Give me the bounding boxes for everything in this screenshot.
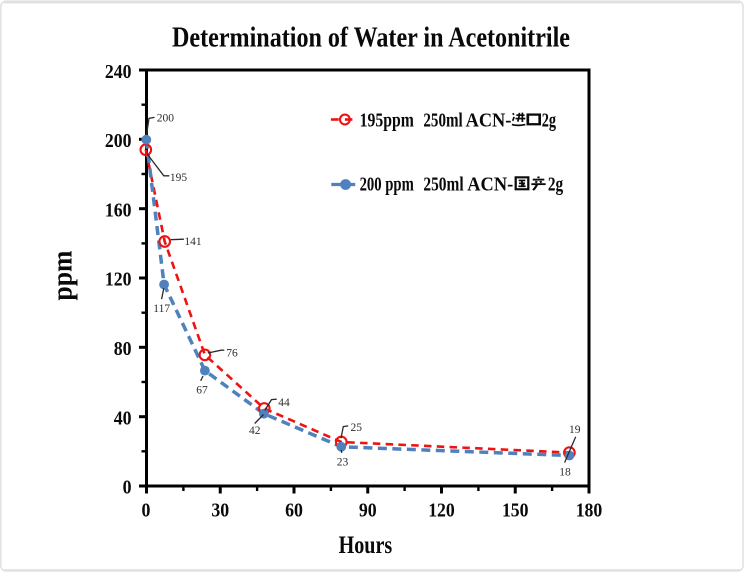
svg-text:0: 0	[123, 476, 132, 498]
svg-text:250ml: 250ml	[423, 174, 464, 196]
svg-text:ACN-: ACN-	[467, 174, 513, 196]
svg-text:250ml: 250ml	[423, 110, 463, 132]
svg-text:141: 141	[184, 236, 202, 248]
svg-text:180: 180	[576, 500, 603, 522]
svg-text:2g: 2g	[542, 110, 556, 132]
svg-text:0: 0	[142, 500, 151, 522]
svg-text:200: 200	[105, 130, 132, 152]
svg-text:44: 44	[278, 397, 290, 409]
svg-text:200: 200	[157, 112, 175, 124]
svg-text:200 ppm: 200 ppm	[360, 174, 414, 196]
svg-text:160: 160	[105, 199, 132, 221]
svg-text:ACN-: ACN-	[466, 110, 512, 132]
svg-text:76: 76	[226, 348, 238, 360]
svg-text:25: 25	[351, 422, 363, 434]
svg-text:19: 19	[569, 424, 581, 436]
svg-text:Determination of Water in Acet: Determination of Water in Acetonitrile	[172, 22, 570, 53]
svg-text:120: 120	[428, 500, 455, 522]
svg-text:150: 150	[502, 500, 529, 522]
svg-text:23: 23	[337, 456, 349, 468]
svg-text:30: 30	[211, 500, 229, 522]
svg-text:Hours: Hours	[339, 532, 393, 559]
svg-text:ppm: ppm	[48, 251, 79, 301]
svg-text:67: 67	[196, 385, 208, 397]
svg-text:195ppm: 195ppm	[360, 110, 414, 132]
svg-text:18: 18	[559, 467, 571, 479]
svg-text:195: 195	[170, 172, 188, 184]
svg-text:60: 60	[285, 500, 303, 522]
svg-text:40: 40	[114, 407, 132, 429]
svg-text:42: 42	[249, 425, 261, 437]
svg-text:90: 90	[359, 500, 377, 522]
svg-text:117: 117	[153, 303, 170, 315]
svg-text:120: 120	[105, 269, 132, 291]
svg-text:240: 240	[105, 61, 132, 83]
svg-text:2g: 2g	[548, 174, 563, 196]
svg-text:80: 80	[114, 338, 132, 360]
